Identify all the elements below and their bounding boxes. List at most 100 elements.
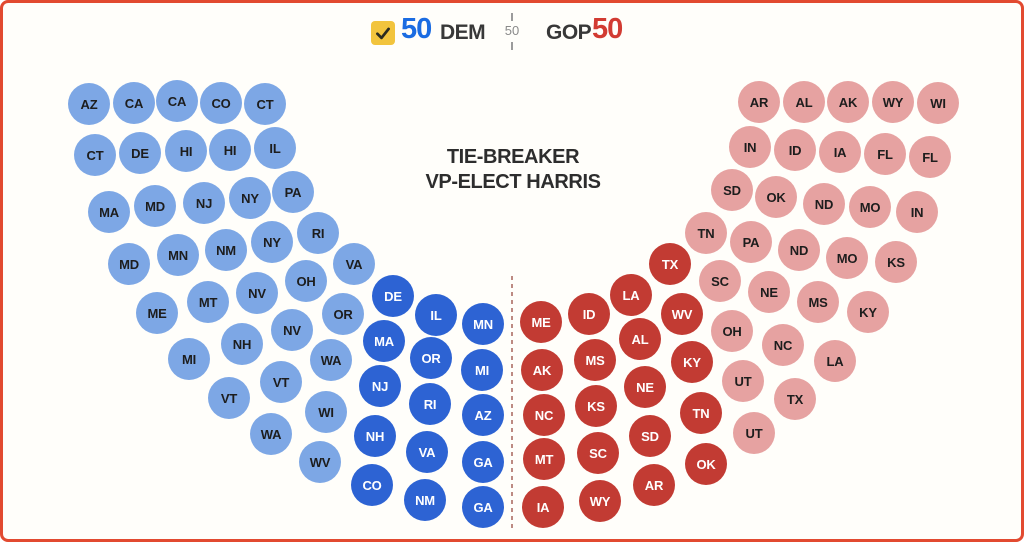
seat-dem-co: CO xyxy=(351,464,393,506)
seat-dem-pa: PA xyxy=(272,171,314,213)
seat-dem-ny: NY xyxy=(251,221,293,263)
dem-winner-checkbox xyxy=(371,21,395,45)
seat-gop-ok: OK xyxy=(685,443,727,485)
checkmark-icon xyxy=(374,24,392,42)
seat-dem-wv: WV xyxy=(299,441,341,483)
seat-dem-ri: RI xyxy=(297,212,339,254)
seat-gop-sd: SD xyxy=(629,415,671,457)
seat-dem-mn: MN xyxy=(462,303,504,345)
seat-dem-md: MD xyxy=(134,185,176,227)
seat-gop-wy: WY xyxy=(579,480,621,522)
seat-gop-sd: SD xyxy=(711,169,753,211)
tie-breaker-note: TIE-BREAKER VP-ELECT HARRIS xyxy=(425,145,601,195)
seat-dem-nm: NM xyxy=(404,479,446,521)
seat-gop-tx: TX xyxy=(774,378,816,420)
seat-gop-ak: AK xyxy=(827,81,869,123)
seat-gop-la: LA xyxy=(814,340,856,382)
seat-gop-al: AL xyxy=(619,318,661,360)
seat-gop-al: AL xyxy=(783,81,825,123)
seat-dem-md: MD xyxy=(108,243,150,285)
seat-gop-ky: KY xyxy=(847,291,889,333)
seat-dem-or: OR xyxy=(410,337,452,379)
seat-gop-tx: TX xyxy=(649,243,691,285)
seat-dem-ga: GA xyxy=(462,441,504,483)
seat-dem-ma: MA xyxy=(88,191,130,233)
seat-dem-il: IL xyxy=(254,127,296,169)
dem-seat-count: 50 xyxy=(401,13,432,45)
seat-gop-ia: IA xyxy=(819,131,861,173)
seat-gop-fl: FL xyxy=(909,136,951,178)
tie-breaker-line1: TIE-BREAKER xyxy=(446,146,580,168)
seat-gop-me: ME xyxy=(520,301,562,343)
seat-gop-mo: MO xyxy=(826,237,868,279)
seat-dem-wa: WA xyxy=(310,339,352,381)
seat-dem-az: AZ xyxy=(462,394,504,436)
seat-gop-ar: AR xyxy=(633,464,675,506)
seat-gop-wv: WV xyxy=(661,293,703,335)
seat-gop-ms: MS xyxy=(574,339,616,381)
center-divider-dashed-line xyxy=(511,276,513,531)
seat-gop-ms: MS xyxy=(797,281,839,323)
seat-dem-nj: NJ xyxy=(183,182,225,224)
seat-gop-id: ID xyxy=(774,129,816,171)
seat-gop-in: IN xyxy=(896,191,938,233)
seat-gop-ar: AR xyxy=(738,81,780,123)
seat-gop-nc: NC xyxy=(523,394,565,436)
seat-gop-ks: KS xyxy=(875,241,917,283)
seat-gop-in: IN xyxy=(729,126,771,168)
seat-gop-ky: KY xyxy=(671,341,713,383)
gop-seat-count: 50 xyxy=(592,13,623,45)
seat-gop-ne: NE xyxy=(748,271,790,313)
seat-gop-sc: SC xyxy=(577,432,619,474)
seat-gop-oh: OH xyxy=(711,310,753,352)
seat-gop-ok: OK xyxy=(755,176,797,218)
seat-dem-ct: CT xyxy=(244,83,286,125)
seat-gop-ut: UT xyxy=(722,360,764,402)
seat-gop-pa: PA xyxy=(730,221,772,263)
seat-dem-az: AZ xyxy=(68,83,110,125)
seat-gop-ak: AK xyxy=(521,349,563,391)
seat-gop-nc: NC xyxy=(762,324,804,366)
seat-dem-nv: NV xyxy=(236,272,278,314)
seat-gop-nd: ND xyxy=(778,229,820,271)
seat-gop-mt: MT xyxy=(523,438,565,480)
seat-dem-ma: MA xyxy=(363,320,405,362)
seat-dem-de: DE xyxy=(119,132,161,174)
seat-dem-va: VA xyxy=(333,243,375,285)
seat-gop-la: LA xyxy=(610,274,652,316)
seat-gop-ne: NE xyxy=(624,366,666,408)
seat-dem-ct: CT xyxy=(74,134,116,176)
seat-gop-tn: TN xyxy=(685,212,727,254)
majority-tick-bottom xyxy=(511,42,513,50)
majority-tick-top xyxy=(511,13,513,21)
seat-gop-id: ID xyxy=(568,293,610,335)
seat-dem-hi: HI xyxy=(209,129,251,171)
seat-gop-mo: MO xyxy=(849,186,891,228)
tie-breaker-line2: VP-ELECT HARRIS xyxy=(425,171,601,193)
seat-dem-de: DE xyxy=(372,275,414,317)
seat-dem-mi: MI xyxy=(168,338,210,380)
seat-dem-mn: MN xyxy=(157,234,199,276)
seat-dem-ca: CA xyxy=(156,80,198,122)
seat-dem-co: CO xyxy=(200,82,242,124)
seat-dem-vt: VT xyxy=(208,377,250,419)
seat-gop-fl: FL xyxy=(864,133,906,175)
seat-gop-ia: IA xyxy=(522,486,564,528)
majority-marker: 50 xyxy=(504,23,520,38)
seat-dem-nm: NM xyxy=(205,229,247,271)
seat-dem-va: VA xyxy=(406,431,448,473)
seat-gop-wy: WY xyxy=(872,81,914,123)
dem-party-label: DEM xyxy=(440,21,486,44)
seat-gop-ks: KS xyxy=(575,385,617,427)
seat-dem-nh: NH xyxy=(221,323,263,365)
seat-dem-ny: NY xyxy=(229,177,271,219)
seat-gop-sc: SC xyxy=(699,260,741,302)
seat-dem-oh: OH xyxy=(285,260,327,302)
seat-gop-ut: UT xyxy=(733,412,775,454)
seat-dem-mi: MI xyxy=(461,349,503,391)
seat-gop-wi: WI xyxy=(917,82,959,124)
seat-dem-me: ME xyxy=(136,292,178,334)
seat-dem-ri: RI xyxy=(409,383,451,425)
seat-dem-mt: MT xyxy=(187,281,229,323)
